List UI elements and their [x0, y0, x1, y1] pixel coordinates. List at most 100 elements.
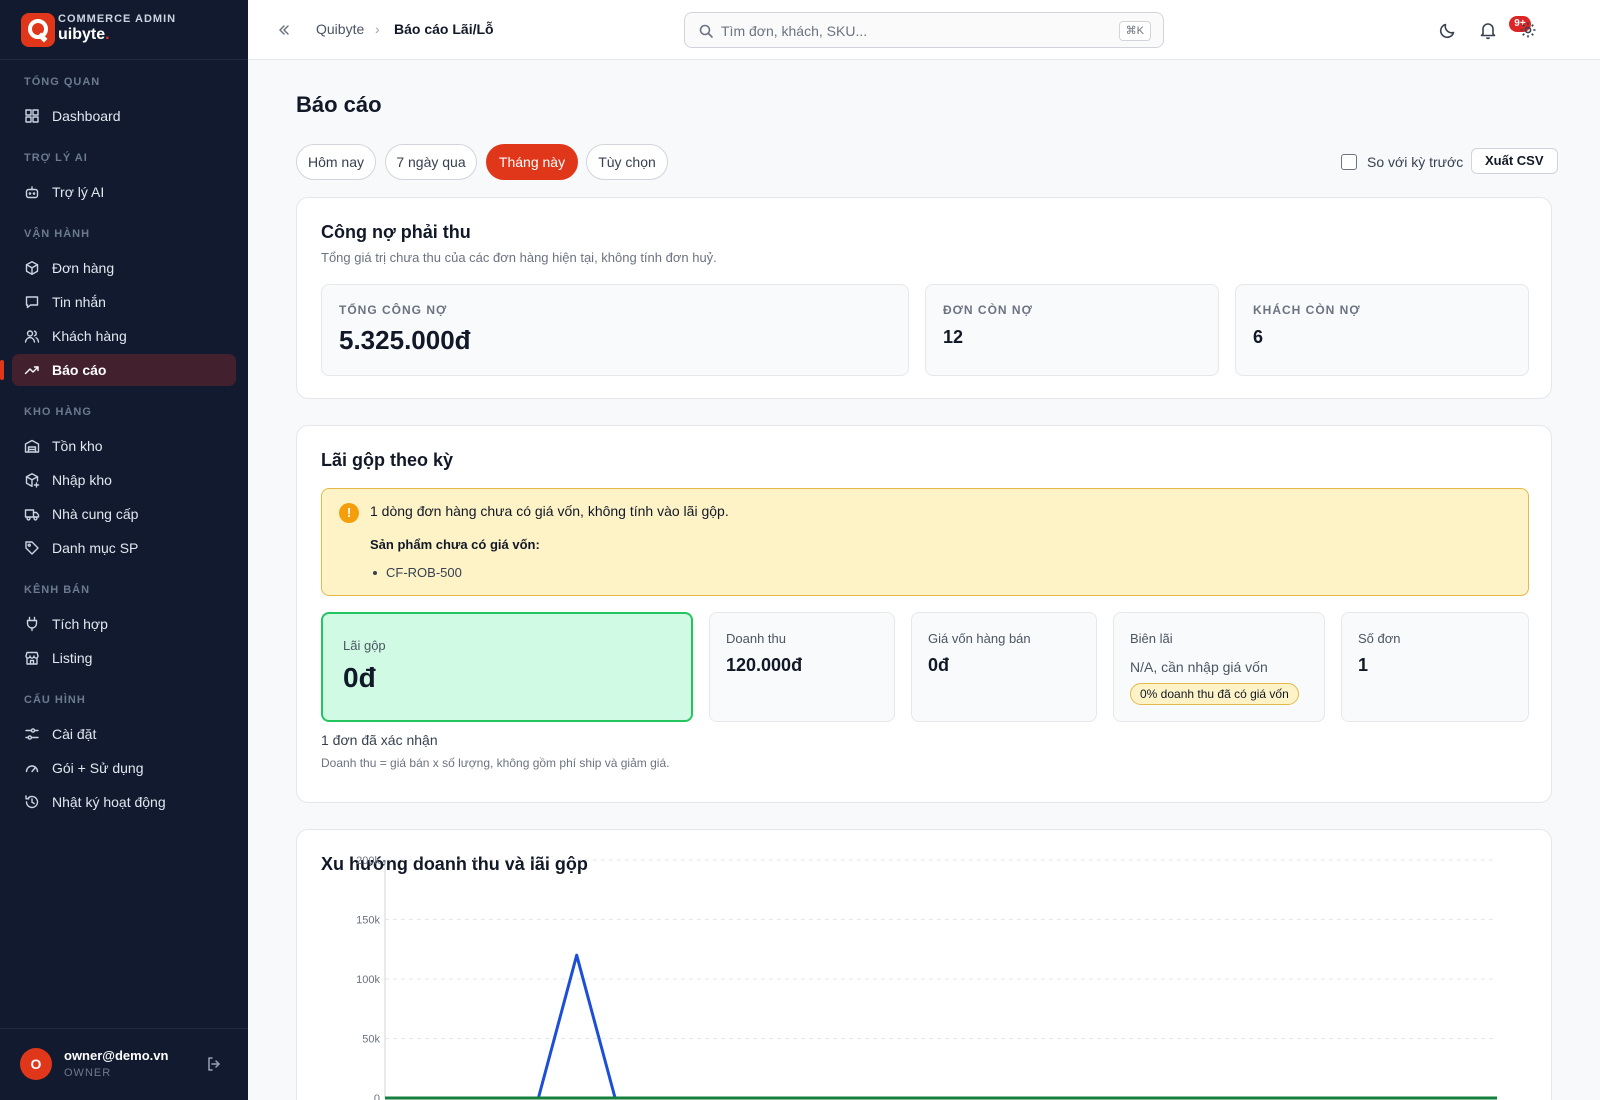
tag-icon [24, 540, 40, 556]
compare-toggle[interactable]: So với kỳ trước [1341, 154, 1463, 170]
sidebar: COMMERCE ADMIN uibyte. TỔNG QUAN Dashboar… [0, 0, 248, 1100]
revenue-metric: Doanh thu 120.000đ [709, 612, 895, 722]
sidebar-item-package[interactable]: Đơn hàng [12, 252, 236, 284]
package-plus-icon [24, 472, 40, 488]
y-tick-label: 50k [362, 1034, 380, 1046]
gear-icon[interactable] [1518, 20, 1538, 40]
users-icon [24, 328, 40, 344]
brand-name: uibyte. [58, 26, 110, 43]
receivables-description: Tổng giá trị chưa thu của các đơn hàng h… [321, 250, 717, 265]
orders-count-label: Số đơn [1358, 631, 1401, 646]
logout-icon[interactable] [206, 1056, 222, 1072]
sidebar-item-truck[interactable]: Nhà cung cấp [12, 498, 236, 530]
debt-orders-stat: ĐƠN CÒN NỢ 12 [925, 284, 1219, 376]
topbar: Quibyte › Báo cáo Lãi/Lỗ ⌘K 9+ [248, 0, 1600, 60]
sidebar-item-label: Khách hàng [52, 328, 127, 344]
sidebar-item-trending-up[interactable]: Báo cáo [0, 354, 236, 386]
sidebar-item-label: Đơn hàng [52, 260, 115, 276]
y-tick-label: 150k [356, 915, 380, 927]
grid-icon [24, 108, 40, 124]
gauge-icon [24, 760, 40, 776]
sidebar-item-grid[interactable]: Dashboard [12, 100, 236, 132]
warehouse-icon [24, 438, 40, 454]
sidebar-item-store[interactable]: Listing [12, 642, 236, 674]
nav-section-title: KHO HÀNG [24, 406, 92, 418]
revenue-label: Doanh thu [726, 631, 786, 646]
total-debt-value: 5.325.000đ [339, 325, 471, 355]
sidebar-item-label: Listing [52, 650, 93, 666]
trend-chart: 0 50k 100k 150k 200k [356, 855, 1497, 1100]
sidebar-item-warehouse[interactable]: Tồn kho [12, 430, 236, 462]
search-box[interactable]: ⌘K [684, 12, 1164, 48]
plug-icon [24, 616, 40, 632]
cogs-value: 0đ [928, 655, 950, 675]
compare-checkbox[interactable] [1341, 154, 1357, 170]
sidebar-item-message[interactable]: Tin nhắn [12, 286, 236, 318]
breadcrumb-root[interactable]: Quibyte [316, 21, 365, 37]
range-today[interactable]: Hôm nay [296, 144, 376, 180]
nav-section-title: CẤU HÌNH [24, 694, 86, 706]
trend-title: Xu hướng doanh thu và lãi gộp [321, 854, 588, 874]
sidebar-item-label: Tin nhắn [52, 294, 106, 310]
compare-label: So với kỳ trước [1367, 154, 1464, 170]
collapse-sidebar-icon[interactable] [276, 22, 292, 38]
search-input[interactable] [721, 21, 1101, 41]
moon-icon[interactable] [1438, 20, 1458, 40]
sidebar-item-label: Gói + Sử dụng [52, 760, 144, 776]
trending-up-icon [24, 362, 40, 378]
avatar[interactable]: O [20, 1048, 52, 1080]
sidebar-item-label: Cài đặt [52, 726, 97, 742]
missing-sku-item: CF-ROB-500 [373, 565, 462, 580]
debt-customers-label: KHÁCH CÒN NỢ [1253, 303, 1361, 317]
debt-customers-stat: KHÁCH CÒN NỢ 6 [1235, 284, 1529, 376]
sidebar-item-users[interactable]: Khách hàng [12, 320, 236, 352]
nav-section-title: KÊNH BÁN [24, 584, 91, 596]
sidebar-item-label: Báo cáo [52, 362, 107, 378]
sidebar-item-plug[interactable]: Tích hợp [12, 608, 236, 640]
nav-section-title: TRỢ LÝ AI [24, 152, 88, 164]
package-icon [24, 260, 40, 276]
sidebar-item-tag[interactable]: Danh mục SP [12, 532, 236, 564]
alert-icon: ! [339, 503, 359, 523]
brand: COMMERCE ADMIN uibyte. [0, 0, 248, 60]
sidebar-item-label: Nhập kho [52, 472, 112, 488]
history-icon [24, 794, 40, 810]
sidebar-item-label: Dashboard [52, 108, 121, 124]
user-email: owner@demo.vn [64, 1048, 169, 1063]
revenue-value: 120.000đ [726, 655, 803, 675]
brand-subtitle: COMMERCE ADMIN [58, 13, 177, 25]
user-profile: O owner@demo.vn OWNER [0, 1028, 248, 1100]
receivables-title: Công nợ phải thu [321, 222, 471, 242]
revenue-formula-note: Doanh thu = giá bán x số lượng, không gồ… [321, 756, 670, 770]
y-tick-label: 200k [356, 855, 380, 867]
nav-section-title: VẬN HÀNH [24, 228, 91, 240]
gross-profit-card: Lãi gộp theo kỳ ! 1 dòng đơn hàng chưa c… [296, 425, 1552, 803]
sidebar-item-package-plus[interactable]: Nhập kho [12, 464, 236, 496]
revenue-line [385, 953, 1497, 1100]
store-icon [24, 650, 40, 666]
truck-icon [24, 506, 40, 522]
sidebar-item-gauge[interactable]: Gói + Sử dụng [12, 752, 236, 784]
y-tick-label: 0 [374, 1093, 380, 1100]
message-icon [24, 294, 40, 310]
export-csv-button[interactable]: Xuất CSV [1471, 148, 1558, 174]
bot-icon [24, 184, 40, 200]
user-role: OWNER [64, 1067, 112, 1079]
margin-value: N/A, cần nhập giá vốn [1130, 659, 1268, 675]
gross-profit-metric: Lãi gộp 0đ [321, 612, 693, 722]
margin-label: Biên lãi [1130, 631, 1173, 646]
main-content: Báo cáo Hôm nay 7 ngày qua Tháng này Tùy… [248, 60, 1600, 1100]
sidebar-item-sliders[interactable]: Cài đặt [12, 718, 236, 750]
total-debt-stat: TỔNG CÔNG NỢ 5.325.000đ [321, 284, 909, 376]
range-7-days[interactable]: 7 ngày qua [385, 144, 477, 180]
gross-profit-label: Lãi gộp [343, 638, 386, 653]
debt-customers-value: 6 [1253, 327, 1264, 347]
breadcrumb-separator: › [375, 21, 380, 37]
page-title: Báo cáo [296, 92, 382, 117]
range-custom[interactable]: Tùy chọn [586, 144, 668, 180]
bell-icon[interactable] [1478, 20, 1498, 40]
y-tick-label: 100k [356, 974, 380, 986]
sidebar-item-bot[interactable]: Trợ lý AI [12, 176, 236, 208]
range-this-month[interactable]: Tháng này [486, 144, 578, 180]
sidebar-item-history[interactable]: Nhật ký hoạt động [12, 786, 236, 818]
